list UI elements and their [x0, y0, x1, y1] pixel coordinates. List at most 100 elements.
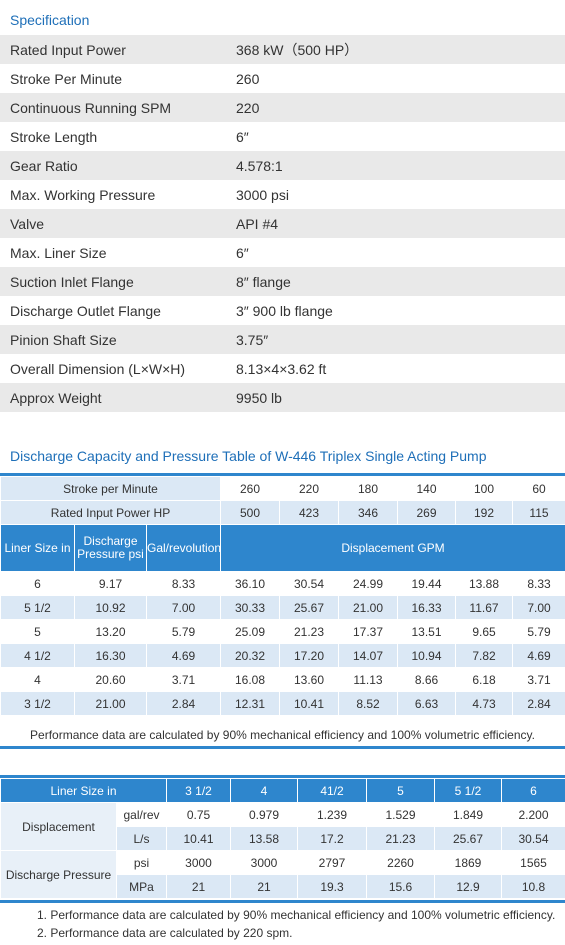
spec-label: Discharge Outlet Flange	[0, 296, 236, 325]
col-header-pressure: Discharge Pressure psi	[74, 524, 147, 572]
liner-value: 1565	[501, 850, 565, 875]
liner-header-label: Liner Size in	[0, 778, 168, 803]
unit-cell: gal/rev	[115, 802, 168, 827]
gpm-cell: 6.18	[455, 667, 513, 692]
liner-value: 1.239	[297, 802, 368, 827]
liner-value: 19.3	[297, 874, 368, 899]
capacity-row: 6 9.17 8.33 36.10 30.54 24.99 19.44 13.88 8.33	[0, 571, 565, 596]
liner-note: 2. Performance data are calculated by 22…	[37, 926, 293, 940]
gpm-cell: 21.00	[338, 595, 398, 620]
spec-value: 6″	[236, 122, 565, 151]
spec-value: 3000 psi	[236, 180, 565, 209]
power-label: Rated Input Power HP	[0, 500, 221, 525]
gpm-cell: 8.66	[397, 667, 456, 692]
gpm-cell: 11.67	[455, 595, 513, 620]
rule	[0, 473, 565, 476]
liner-size: 3 1/2	[166, 778, 232, 803]
col-header-liner: Liner Size in	[0, 524, 75, 572]
spec-row: Stroke Length 6″	[0, 122, 565, 151]
liner-value: 21	[166, 874, 232, 899]
liner-size: 5 1/2	[434, 778, 503, 803]
gpm-cell: 5.79	[512, 619, 565, 644]
spm-value: 260	[220, 476, 280, 501]
liner-cell: 3 1/2	[0, 691, 75, 716]
pressure-cell: 21.00	[74, 691, 147, 716]
liner-value: 21.23	[366, 826, 436, 851]
pressure-cell: 10.92	[74, 595, 147, 620]
gpm-cell: 9.65	[455, 619, 513, 644]
liner-size: 4	[230, 778, 299, 803]
gal-cell: 2.84	[146, 691, 221, 716]
spec-label: Overall Dimension (L×W×H)	[0, 354, 236, 383]
spec-value: 4.578:1	[236, 151, 565, 180]
spec-value: 368 kW（500 HP）	[236, 35, 565, 64]
liner-value: 12.9	[434, 874, 503, 899]
spec-row: Continuous Running SPM 220	[0, 93, 565, 122]
liner-value: 21	[230, 874, 299, 899]
liner-value: 30.54	[501, 826, 565, 851]
spec-row: Stroke Per Minute 260	[0, 64, 565, 93]
rule	[0, 746, 565, 749]
unit-cell: L/s	[115, 826, 168, 851]
spec-row: Discharge Outlet Flange 3″ 900 lb flange	[0, 296, 565, 325]
spec-row: Overall Dimension (L×W×H) 8.13×4×3.62 ft	[0, 354, 565, 383]
spec-row: Gear Ratio 4.578:1	[0, 151, 565, 180]
gpm-cell: 19.44	[397, 571, 456, 596]
gpm-cell: 24.99	[338, 571, 398, 596]
gpm-cell: 36.10	[220, 571, 280, 596]
capacity-row: 5 13.20 5.79 25.09 21.23 17.37 13.51 9.65 5.79	[0, 619, 565, 644]
rule	[0, 900, 565, 903]
liner-value: 10.8	[501, 874, 565, 899]
gpm-cell: 13.51	[397, 619, 456, 644]
spec-value: 3″ 900 lb flange	[236, 296, 565, 325]
liner-value: 0.979	[230, 802, 299, 827]
gpm-cell: 20.32	[220, 643, 280, 668]
spec-value: 6″	[236, 238, 565, 267]
spec-table: Rated Input Power 368 kW（500 HP） Stroke Pe…	[0, 35, 565, 412]
spec-value: 260	[236, 64, 565, 93]
gpm-cell: 13.60	[279, 667, 339, 692]
gpm-cell: 7.82	[455, 643, 513, 668]
liner-row: MPa 21 21 19.3 15.6 12.9 10.8	[1, 874, 565, 899]
power-value: 192	[455, 500, 513, 525]
power-value: 346	[338, 500, 398, 525]
gpm-cell: 11.13	[338, 667, 398, 692]
spec-label: Gear Ratio	[0, 151, 236, 180]
gpm-cell: 13.88	[455, 571, 513, 596]
gpm-cell: 17.37	[338, 619, 398, 644]
liner-row: Discharge Pressure psi 3000 3000 2797 2260 186…	[0, 850, 565, 899]
gpm-cell: 10.94	[397, 643, 456, 668]
liner-size: 6	[501, 778, 565, 803]
liner-cell: 5	[0, 619, 75, 644]
pressure-cell: 16.30	[74, 643, 147, 668]
spec-value: 8.13×4×3.62 ft	[236, 354, 565, 383]
liner-cell: 6	[0, 571, 75, 596]
gpm-cell: 6.63	[397, 691, 456, 716]
spec-row: Max. Working Pressure 3000 psi	[0, 180, 565, 209]
liner-value: 2260	[366, 850, 436, 875]
liner-value: 1.849	[434, 802, 503, 827]
col-header-gal: Gal/revolution	[146, 524, 221, 572]
liner-cell: 4	[0, 667, 75, 692]
liner-size: 5	[366, 778, 436, 803]
gpm-cell: 30.33	[220, 595, 280, 620]
liner-value: 3000	[166, 850, 232, 875]
gpm-cell: 4.69	[512, 643, 565, 668]
capacity-row: 4 20.60 3.71 16.08 13.60 11.13 8.66 6.18 3.71	[0, 667, 565, 692]
discharge-label: Discharge Pressure	[0, 850, 117, 899]
spec-label: Max. Working Pressure	[0, 180, 236, 209]
spm-value: 220	[279, 476, 339, 501]
liner-value: 0.75	[166, 802, 232, 827]
spec-label: Continuous Running SPM	[0, 93, 236, 122]
pressure-cell: 20.60	[74, 667, 147, 692]
gal-cell: 8.33	[146, 571, 221, 596]
liner-row: Displacement gal/rev 0.75 0.979 1.239 1.529 1.…	[0, 802, 565, 851]
gpm-cell: 17.20	[279, 643, 339, 668]
gpm-cell: 16.08	[220, 667, 280, 692]
liner-value: 17.2	[297, 826, 368, 851]
spec-label: Max. Liner Size	[0, 238, 236, 267]
spec-value: 8″ flange	[236, 267, 565, 296]
gpm-cell: 21.23	[279, 619, 339, 644]
spec-value: 3.75″	[236, 325, 565, 354]
power-value: 269	[397, 500, 456, 525]
